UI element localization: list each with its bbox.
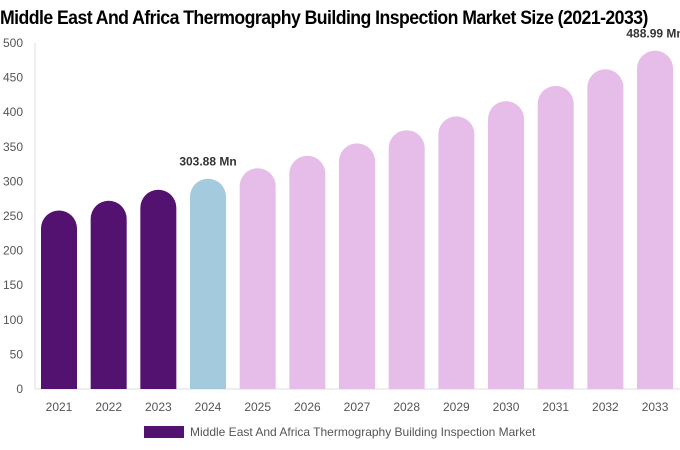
bar-2023[interactable]: [140, 189, 177, 389]
bar-2029[interactable]: [438, 116, 475, 390]
x-tick-label: 2032: [592, 400, 619, 414]
x-tick-label: 2024: [195, 400, 222, 414]
x-tick-label: 2025: [244, 400, 271, 414]
bar-2025[interactable]: [239, 168, 276, 389]
bar-2021[interactable]: [41, 210, 77, 389]
y-tick-label: 500: [3, 36, 23, 50]
bar-2032[interactable]: [587, 69, 624, 390]
legend[interactable]: Middle East And Africa Thermography Buil…: [144, 425, 535, 439]
bar-2022[interactable]: [90, 200, 127, 389]
y-tick-label: 100: [3, 313, 23, 327]
legend-swatch: [144, 426, 184, 438]
bar-2026[interactable]: [289, 155, 326, 389]
x-tick-label: 2021: [46, 400, 73, 414]
y-tick-label: 300: [3, 174, 23, 188]
x-tick-label: 2030: [493, 400, 520, 414]
y-tick-label: 250: [3, 209, 23, 223]
chart-title: Middle East And Africa Thermography Buil…: [0, 8, 648, 29]
x-tick-label: 2022: [95, 400, 122, 414]
bar-2028[interactable]: [388, 130, 425, 389]
y-tick-label: 200: [3, 244, 23, 258]
data-label: 303.88 Mn: [179, 155, 236, 169]
y-tick-label: 50: [10, 347, 24, 361]
legend-label: Middle East And Africa Thermography Buil…: [190, 425, 536, 439]
x-tick-label: 2026: [294, 400, 321, 414]
x-tick-label: 2023: [145, 400, 172, 414]
x-tick-label: 2028: [393, 400, 420, 414]
x-tick-label: 2033: [642, 400, 669, 414]
bar-2024[interactable]: [190, 178, 227, 389]
bar-2030[interactable]: [488, 101, 525, 389]
y-tick-label: 450: [3, 71, 23, 85]
y-tick-label: 0: [16, 382, 23, 396]
y-tick-label: 150: [3, 278, 23, 292]
bar-2031[interactable]: [537, 85, 574, 390]
y-tick-label: 350: [3, 140, 23, 154]
bar-2027[interactable]: [339, 143, 376, 389]
data-label: 488.99 Mn: [626, 27, 680, 41]
y-tick-label: 400: [3, 105, 23, 119]
bar-2033[interactable]: [637, 50, 674, 389]
x-tick-label: 2031: [542, 400, 569, 414]
x-tick-label: 2027: [344, 400, 371, 414]
x-tick-label: 2029: [443, 400, 470, 414]
